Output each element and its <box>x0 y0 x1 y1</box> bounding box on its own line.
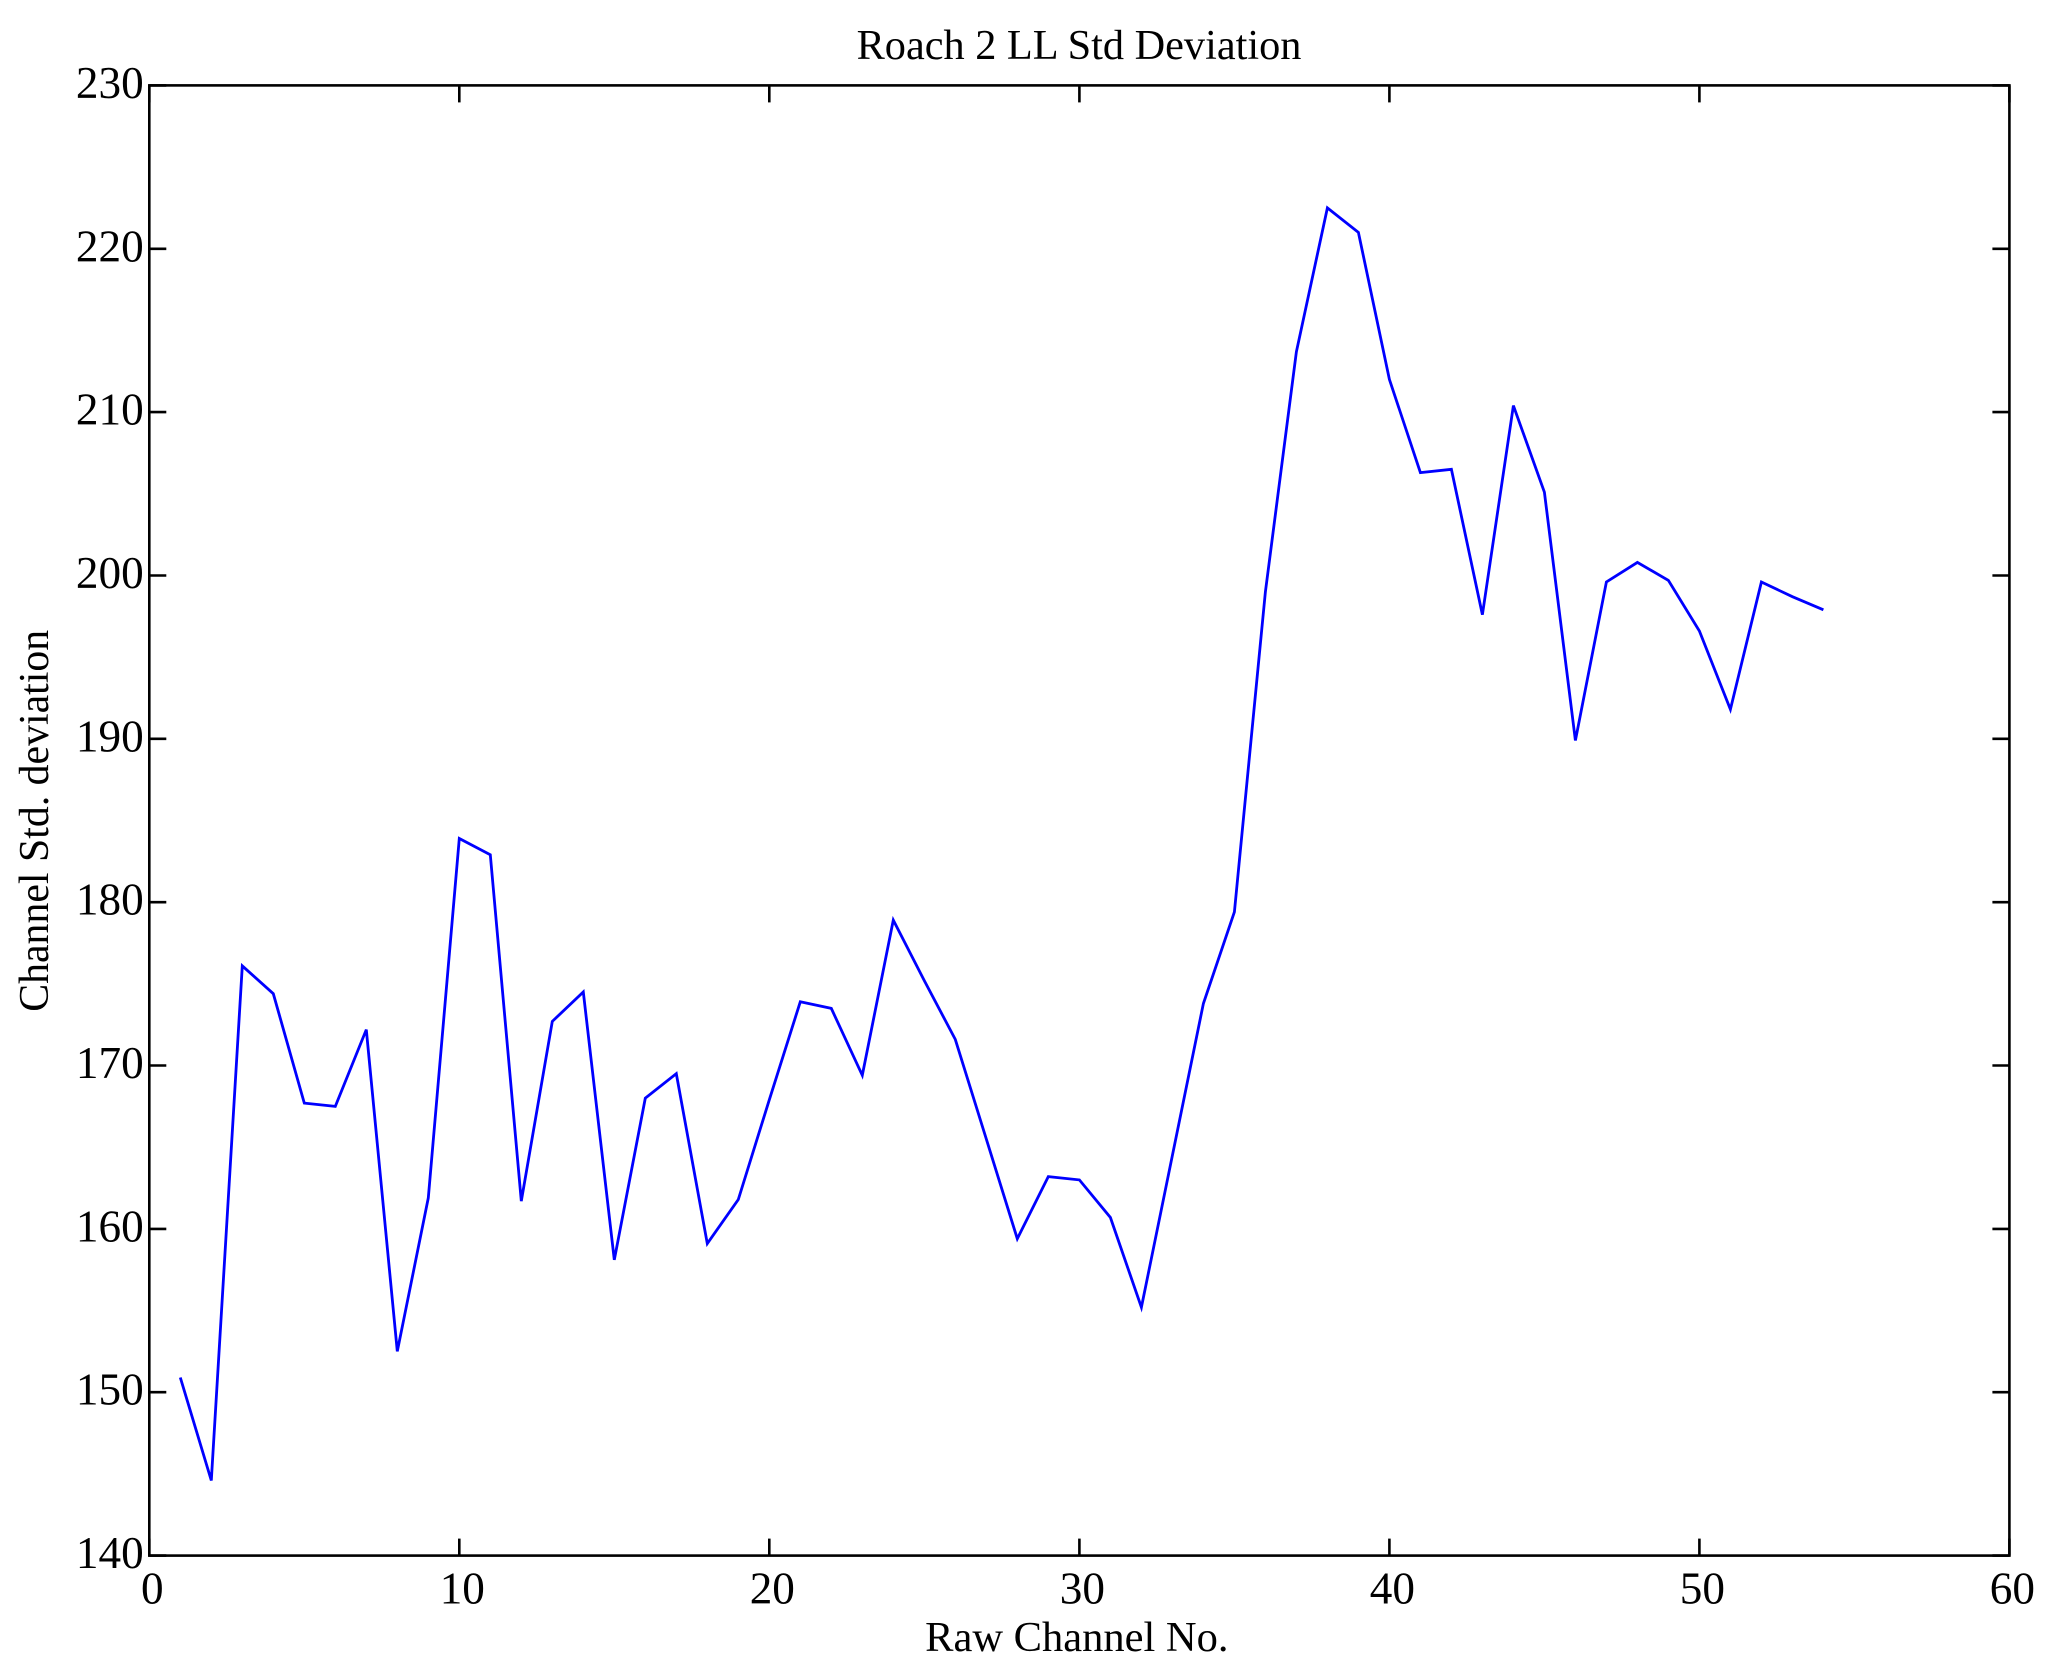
svg-text:150: 150 <box>76 1365 144 1415</box>
svg-text:0: 0 <box>141 1564 164 1614</box>
svg-text:160: 160 <box>76 1201 144 1251</box>
svg-text:210: 210 <box>76 385 144 435</box>
svg-text:170: 170 <box>76 1038 144 1088</box>
svg-text:30: 30 <box>1060 1564 1105 1614</box>
svg-text:Roach 2 LL Std Deviation: Roach 2 LL Std Deviation <box>857 22 1302 69</box>
svg-text:220: 220 <box>76 221 144 271</box>
svg-text:140: 140 <box>76 1528 144 1578</box>
svg-text:40: 40 <box>1370 1564 1415 1614</box>
svg-text:60: 60 <box>1990 1564 2035 1614</box>
svg-text:200: 200 <box>76 548 144 598</box>
svg-text:Raw Channel No.: Raw Channel No. <box>925 1614 1228 1661</box>
svg-text:20: 20 <box>750 1564 795 1614</box>
svg-text:190: 190 <box>76 711 144 761</box>
svg-text:10: 10 <box>440 1564 485 1614</box>
svg-text:50: 50 <box>1680 1564 1725 1614</box>
svg-text:230: 230 <box>76 58 144 108</box>
svg-text:180: 180 <box>76 875 144 925</box>
svg-text:Channel Std. deviation: Channel Std. deviation <box>12 630 58 1012</box>
